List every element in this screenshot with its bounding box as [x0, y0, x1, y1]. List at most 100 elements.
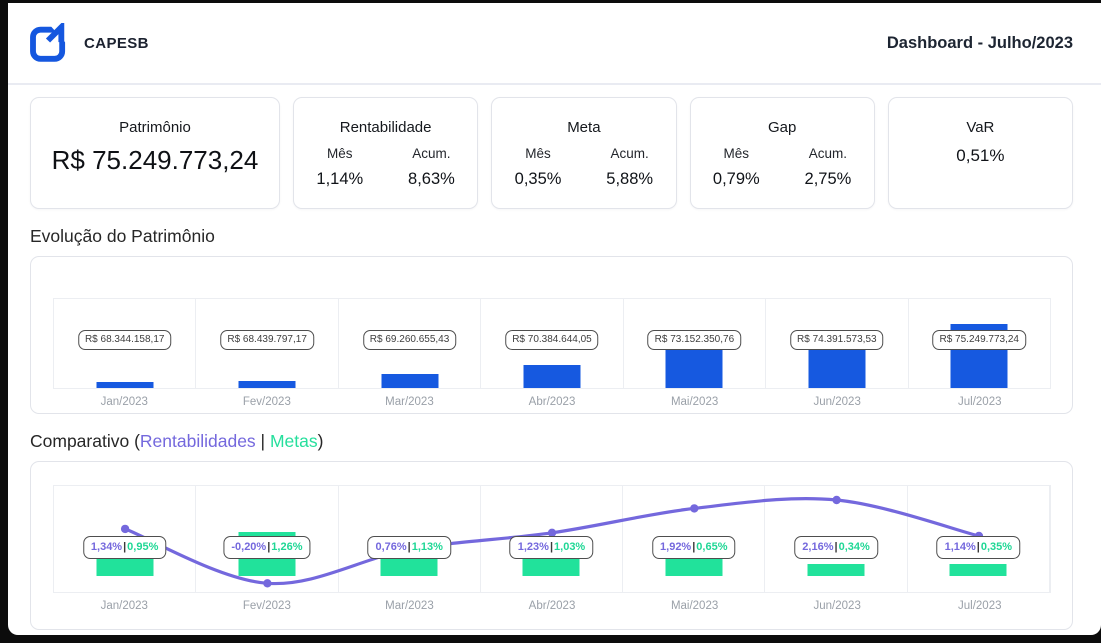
evolucao-column: R$ 70.384.644,05: [481, 299, 624, 388]
kpi-title: Meta: [567, 119, 601, 136]
x-axis-label: Jul/2023: [958, 396, 1002, 408]
legend-rentabilidades: Rentabilidades: [139, 431, 256, 451]
header: CAPESB Dashboard - Julho/2023: [8, 3, 1101, 85]
kpi-card-patrimonio: Patrimônio R$ 75.249.773,24: [30, 97, 280, 209]
patrimonio-bar[interactable]: [96, 382, 154, 388]
rentabilidade-point[interactable]: [690, 504, 699, 513]
page-title: Dashboard - Julho/2023: [886, 33, 1073, 52]
comparativo-column: 0,76%|1,13%: [339, 486, 481, 592]
rentabilidade-point[interactable]: [547, 528, 557, 537]
comparativo-column: 1,92%|0,65%: [623, 486, 766, 592]
kpi-value-var: 0,51%: [956, 146, 1005, 165]
x-axis-label: Jun/2023: [813, 396, 861, 408]
rentabilidade-point[interactable]: [832, 495, 841, 505]
comparativo-value-label: 1,14%|0,35%: [936, 536, 1021, 559]
comparativo-column: 1,34%|0,95%: [54, 486, 197, 592]
x-axis-label: Jan/2023: [100, 396, 148, 408]
patrimonio-chart-plot-area: R$ 68.344.158,17 R$ 68.439.797,17 R$ 69.26…: [53, 298, 1051, 389]
kpi-value-gap-mes: 0,79%: [712, 170, 760, 188]
comparativo-chart: 1,34%|0,95% -0,20%|1,26% 0,76%|1,13% 1,23%|…: [30, 461, 1073, 630]
patrimonio-bar[interactable]: [381, 374, 439, 388]
comparativo-column: -0,20%|1,26%: [196, 486, 339, 592]
kpi-value-rentabilidade-acum: 8,63%: [408, 170, 455, 188]
label-separator: |: [834, 541, 838, 553]
meta-value: 1,13%: [411, 541, 443, 553]
rentabilidade-value: 1,14%: [944, 541, 976, 553]
meta-value: 0,35%: [980, 541, 1013, 553]
evolucao-column: R$ 69.260.655,43: [339, 299, 482, 388]
x-axis-label: Jun/2023: [813, 600, 861, 612]
evolucao-column: R$ 73.152.350,76: [624, 299, 767, 388]
kpi-value-rentabilidade-mes: 1,14%: [316, 170, 364, 188]
comparativo-value-label: 1,34%|0,95%: [82, 536, 167, 559]
patrimonio-value-label: R$ 68.439.797,17: [220, 330, 314, 350]
kpi-col-label: Mês: [327, 146, 353, 161]
kpi-value-gap-acum: 2,75%: [804, 170, 852, 188]
meta-value: 1,26%: [271, 541, 303, 553]
kpi-title: Rentabilidade: [339, 119, 432, 136]
comparativo-value-label: 2,16%|0,34%: [794, 536, 878, 559]
rentabilidade-value: 1,92%: [660, 541, 692, 553]
comparativo-chart-plot-area: 1,34%|0,95% -0,20%|1,26% 0,76%|1,13% 1,23%|…: [53, 485, 1051, 593]
comparativo-value-label: 0,76%|1,13%: [367, 536, 451, 559]
kpi-title: Gap: [767, 119, 797, 136]
x-axis-label: Abr/2023: [528, 600, 576, 612]
kpi-value-meta-mes: 0,35%: [514, 170, 562, 188]
rentabilidade-value: 1,23%: [517, 541, 549, 553]
patrimonio-bar[interactable]: [523, 364, 581, 388]
comparativo-title-prefix: Comparativo (: [30, 431, 140, 451]
evolucao-column: R$ 74.391.573,53: [766, 299, 909, 388]
label-separator: |: [267, 541, 271, 553]
x-axis-label: Jul/2023: [958, 600, 1002, 612]
x-axis-label: Abr/2023: [528, 396, 576, 408]
brand-name: CAPESB: [84, 34, 149, 52]
evolucao-column: R$ 68.344.158,17: [54, 299, 197, 388]
patrimonio-value-label: R$ 69.260.655,43: [362, 330, 457, 350]
comparativo-column: 2,16%|0,34%: [765, 486, 908, 592]
meta-bar[interactable]: [665, 553, 723, 577]
legend-metas: Metas: [269, 431, 318, 451]
meta-bar[interactable]: [949, 563, 1007, 577]
comparativo-column: 1,14%|0,35%: [908, 486, 1050, 592]
kpi-card-gap: Gap Mês 0,79% Acum. 2,75%: [689, 97, 875, 209]
comparativo-chart-x-axis: Jan/2023 Fev/2023 Mar/2023 Abr/2023 Mai/2023…: [53, 600, 1051, 612]
evolucao-column: R$ 75.249.773,24: [909, 299, 1050, 388]
meta-bar[interactable]: [807, 564, 865, 577]
x-axis-label: Mai/2023: [670, 396, 719, 408]
patrimonio-chart-x-axis: Jan/2023 Fev/2023 Mar/2023 Abr/2023 Mai/2023…: [53, 396, 1051, 408]
x-axis-label: Mar/2023: [385, 396, 434, 408]
rentabilidade-value: -0,20%: [231, 541, 267, 553]
comparativo-value-label: 1,23%|1,03%: [509, 536, 594, 559]
x-axis-label: Mai/2023: [670, 600, 719, 612]
kpi-col-label: Mês: [723, 146, 750, 161]
rentabilidade-point[interactable]: [120, 524, 130, 534]
label-separator: |: [976, 541, 980, 553]
comparativo-title-separator: |: [255, 431, 270, 451]
meta-value: 1,03%: [554, 541, 586, 553]
kpi-col-label: Acum.: [412, 146, 451, 161]
patrimonio-bar[interactable]: [238, 381, 296, 388]
kpi-title: VaR: [966, 119, 995, 136]
x-axis-label: Jan/2023: [100, 600, 148, 612]
patrimonio-value-label: R$ 73.152.350,76: [647, 330, 742, 350]
kpi-row: Patrimônio R$ 75.249.773,24 Rentabilidad…: [30, 97, 1073, 209]
kpi-value-patrimonio: R$ 75.249.773,24: [51, 145, 259, 175]
kpi-title: Patrimônio: [119, 119, 191, 136]
patrimonio-value-label: R$ 74.391.573,53: [790, 330, 884, 350]
evolucao-column: R$ 68.439.797,17: [196, 299, 339, 388]
label-separator: |: [123, 541, 127, 553]
kpi-col-label: Mês: [525, 146, 551, 161]
section-title-evolucao: Evolução do Patrimônio: [30, 226, 215, 246]
dashboard-page: CAPESB Dashboard - Julho/2023 Patrimônio…: [8, 3, 1101, 635]
kpi-value-meta-acum: 5,88%: [606, 170, 654, 188]
meta-value: 0,95%: [127, 541, 159, 553]
meta-value: 0,34%: [838, 541, 870, 553]
kpi-card-rentabilidade: Rentabilidade Mês 1,14% Acum. 8,63%: [293, 97, 479, 209]
rentabilidade-point[interactable]: [263, 579, 272, 588]
kpi-card-var: VaR 0,51%: [887, 97, 1073, 209]
x-axis-label: Fev/2023: [242, 396, 291, 408]
rentabilidade-value: 0,76%: [375, 541, 407, 553]
patrimonio-value-label: R$ 70.384.644,05: [505, 330, 599, 350]
label-separator: |: [549, 541, 554, 553]
kpi-card-meta: Meta Mês 0,35% Acum. 5,88%: [491, 97, 677, 209]
